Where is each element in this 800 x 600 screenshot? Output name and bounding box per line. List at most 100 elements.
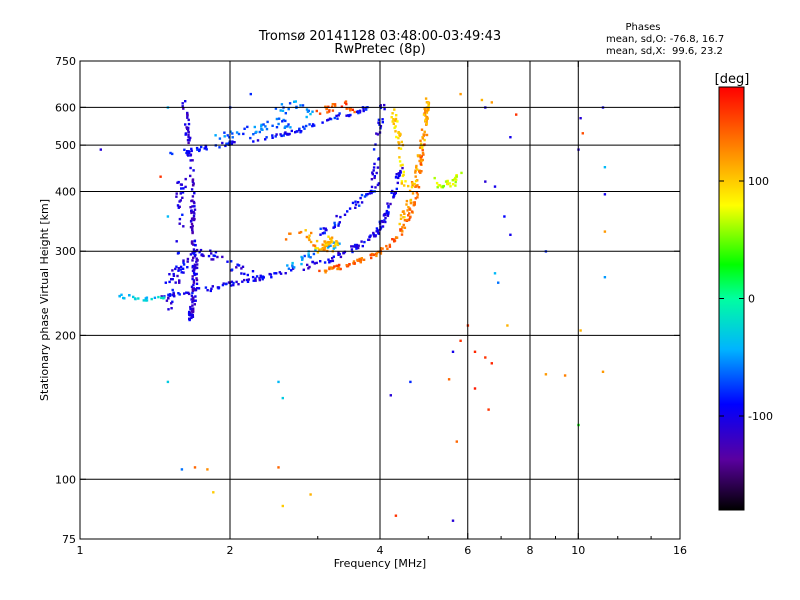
echo-point (318, 269, 321, 273)
echo-point (281, 396, 284, 400)
echo-point (415, 166, 418, 169)
echo-point (421, 151, 425, 155)
echo-point (326, 111, 329, 114)
echo-point (448, 182, 451, 185)
echo-point (372, 148, 376, 151)
echo-point (283, 132, 286, 135)
echo-point (418, 169, 421, 173)
echo-point (397, 174, 401, 177)
echo-point (409, 380, 412, 384)
echo-point (327, 105, 330, 108)
echo-point (323, 240, 326, 243)
y-axis-label: Stationary phase Virtual Height [km] (38, 199, 51, 401)
echo-point (193, 192, 196, 195)
echo-point (118, 295, 121, 298)
echo-point (142, 299, 145, 302)
echo-point (327, 240, 330, 244)
echo-point (497, 281, 500, 284)
echo-point (280, 134, 283, 138)
echo-point (437, 184, 440, 187)
echo-point (184, 185, 187, 189)
echo-point (473, 350, 477, 353)
echo-point (353, 110, 356, 114)
echo-point (284, 238, 288, 241)
echo-point (190, 217, 194, 220)
echo-point (187, 312, 191, 315)
echo-point (328, 267, 331, 271)
echo-point (175, 265, 178, 268)
echo-point (212, 254, 215, 257)
echo-point (419, 154, 422, 157)
echo-point (398, 156, 401, 159)
echo-point (338, 112, 341, 115)
echo-point (384, 216, 387, 220)
echo-point (379, 252, 383, 255)
echo-point (157, 295, 160, 299)
echo-point (376, 229, 379, 232)
echo-point (424, 119, 427, 122)
echo-point (190, 294, 194, 297)
echo-point (243, 127, 246, 130)
echo-point (185, 151, 188, 155)
echo-point (338, 242, 341, 245)
echo-point (394, 117, 398, 121)
colorbar-label: [deg] (715, 72, 750, 87)
echo-point (357, 246, 360, 250)
phases-mean-x: mean, sd,X: 99.6, 23.2 (606, 46, 723, 57)
echo-point (172, 292, 175, 296)
echo-point (327, 258, 330, 261)
echo-point (409, 201, 413, 205)
echo-point (490, 101, 493, 104)
echo-point (377, 232, 380, 235)
echo-point (337, 251, 340, 254)
echo-point (246, 280, 250, 283)
echo-point (300, 262, 303, 266)
echo-point (314, 248, 317, 251)
y-tick-label: 750 (55, 55, 76, 68)
echo-point (360, 193, 364, 197)
echo-point (372, 169, 375, 172)
echo-point (192, 307, 195, 310)
echo-point (355, 247, 358, 250)
echo-point (321, 232, 325, 235)
echo-point (207, 254, 211, 258)
echo-point (419, 157, 423, 161)
echo-point (355, 245, 359, 248)
echo-point (379, 247, 382, 250)
echo-point (246, 125, 249, 129)
echo-point (343, 250, 347, 254)
echo-point (191, 275, 194, 278)
colorbar-tick-label: -100 (748, 410, 773, 423)
echo-point (227, 142, 231, 145)
echo-point (182, 261, 185, 264)
echo-point (309, 256, 312, 259)
echo-point (509, 233, 512, 236)
echo-point (187, 141, 190, 145)
echo-point (204, 286, 208, 289)
echo-point (323, 269, 327, 272)
echo-point (320, 248, 323, 251)
echo-point (284, 119, 287, 123)
echo-point (365, 108, 368, 111)
echo-point (454, 184, 457, 187)
echo-point (427, 104, 430, 107)
echo-point (222, 282, 225, 285)
echo-point (191, 199, 194, 202)
echo-point (185, 126, 188, 129)
echo-point (335, 114, 338, 118)
echo-point (381, 225, 385, 228)
echo-point (401, 230, 404, 233)
echo-point (391, 120, 394, 123)
echo-point (188, 139, 191, 142)
echo-point (389, 202, 392, 206)
echo-point (294, 131, 297, 134)
phases-title: Phases (625, 22, 660, 33)
echo-point (291, 267, 295, 270)
echo-point (379, 104, 382, 107)
echo-point (191, 277, 194, 281)
echo-point (212, 491, 215, 494)
echo-point (262, 276, 265, 279)
echo-point (184, 177, 187, 181)
echo-point (189, 253, 193, 256)
echo-point (321, 121, 324, 124)
